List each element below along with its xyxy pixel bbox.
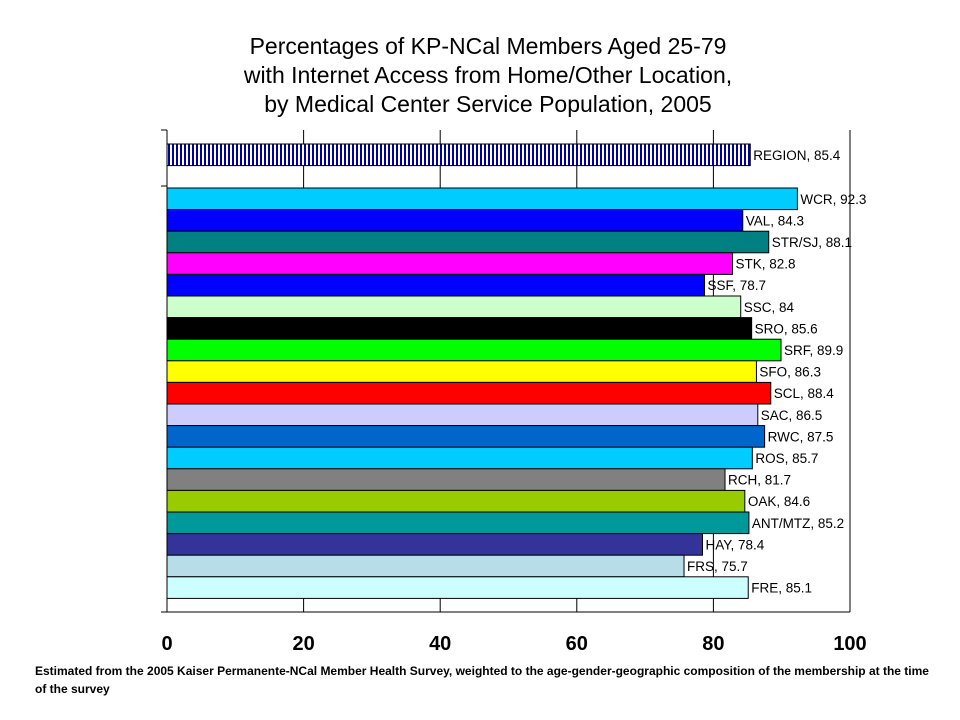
bar-sac — [166, 403, 759, 427]
bar-ssc — [166, 295, 742, 319]
bar-sfo — [166, 360, 757, 383]
bar-label: ANT/MTZ, 85.2 — [752, 516, 844, 531]
bar-label: SRO, 85.6 — [755, 321, 818, 336]
bar-ros — [166, 446, 753, 470]
bar-str-sj — [166, 230, 770, 254]
bar-ssf — [166, 273, 706, 297]
bar-rwc — [166, 425, 766, 448]
bar-frs — [166, 554, 685, 578]
bar-rch — [166, 468, 726, 491]
bar-label: ROS, 85.7 — [755, 451, 818, 466]
bar-label: SRF, 89.9 — [784, 343, 843, 358]
bars — [166, 143, 798, 599]
bar-label: RCH, 81.7 — [728, 473, 791, 488]
bar-region — [166, 143, 751, 167]
bar-stk — [166, 252, 734, 275]
bar-chart: REGION, 85.4 WCR, 92.3 VAL, 84.3 STR/SJ, 88… — [161, 129, 867, 655]
bar-label: FRE, 85.1 — [751, 581, 812, 596]
bar-val — [166, 209, 744, 232]
bar-label: SSF, 78.7 — [708, 278, 767, 293]
chart-title-line: Percentages of KP-NCal Members Aged 25-7… — [249, 33, 727, 59]
bar-label: STK, 82.8 — [736, 257, 796, 272]
bar-label: REGION, 85.4 — [753, 148, 841, 163]
x-tick-label: 20 — [292, 633, 314, 655]
bar-label: STR/SJ, 88.1 — [772, 235, 852, 250]
bar-oak — [166, 489, 746, 513]
bar-label: SAC, 86.5 — [761, 408, 823, 423]
bar-label: VAL, 84.3 — [746, 213, 804, 228]
bar-label: SFO, 86.3 — [759, 365, 821, 380]
bar-srf — [166, 338, 782, 362]
bar-hay — [166, 533, 703, 556]
bar-labels: REGION, 85.4 WCR, 92.3 VAL, 84.3 STR/SJ, 88… — [687, 148, 866, 596]
source-footnote: Estimated from the 2005 Kaiser Permanent… — [35, 664, 929, 696]
bar-label: HAY, 78.4 — [705, 537, 764, 552]
bar-wcr — [166, 187, 798, 211]
chart-title-line: with Internet Access from Home/Other Loc… — [243, 62, 733, 88]
bar-fre — [166, 576, 749, 599]
bar-label: OAK, 84.6 — [748, 494, 810, 509]
bar-label: RWC, 87.5 — [768, 429, 834, 444]
chart-title-line: by Medical Center Service Population, 20… — [264, 91, 712, 117]
x-tick-label: 80 — [702, 633, 724, 655]
bar-ant-mtz — [166, 511, 750, 535]
x-tick-label: 40 — [429, 633, 451, 655]
x-tick-label: 100 — [833, 633, 866, 655]
bar-scl — [166, 381, 772, 405]
bar-label: WCR, 92.3 — [800, 192, 866, 207]
bar-label: SSC, 84 — [744, 300, 795, 315]
bar-label: FRS, 75.7 — [687, 559, 748, 574]
x-axis-tick-labels: 0 20 40 60 80 100 — [161, 633, 866, 655]
x-tick-label: 60 — [566, 633, 588, 655]
bar-sro — [166, 317, 753, 340]
x-tick-label: 0 — [161, 633, 172, 655]
chart-title: Percentages of KP-NCal Members Aged 25-7… — [0, 32, 960, 119]
bar-label: SCL, 88.4 — [774, 386, 835, 401]
